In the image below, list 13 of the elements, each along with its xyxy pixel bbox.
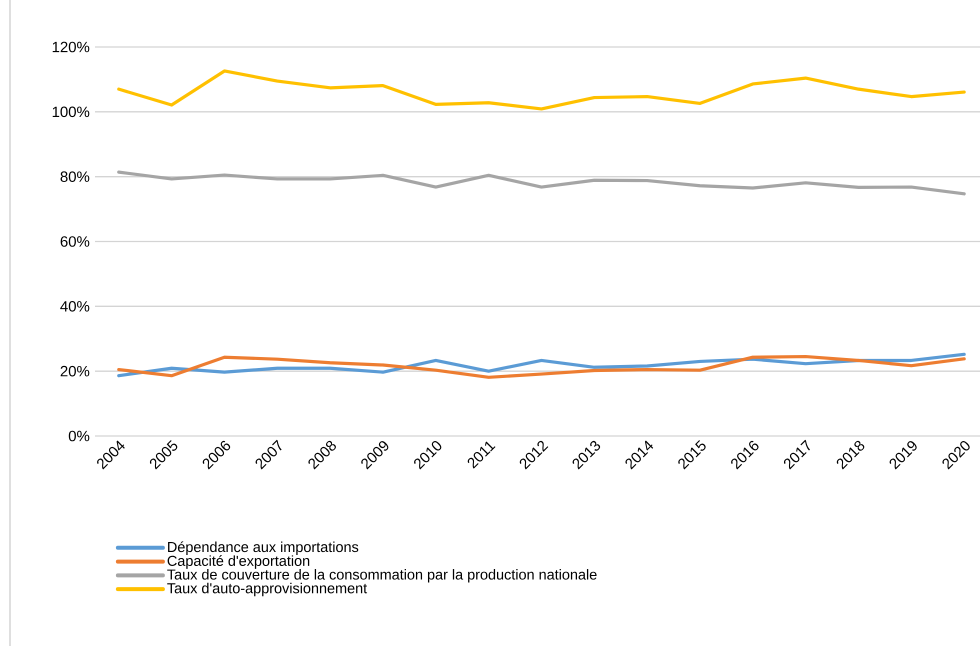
legend-label: Taux d'auto-approvisionnement	[167, 582, 368, 596]
legend-label: Taux de couverture de la consommation par la production nationale	[167, 569, 597, 583]
legend-label: Dépendance aux importations	[168, 541, 358, 555]
y-tick-label: 80%	[60, 171, 90, 182]
line-series	[117, 170, 966, 196]
y-tick-label: 120%	[52, 42, 90, 52]
legend-label: Capacité d'exportation	[168, 555, 310, 569]
y-tick-label: 40%	[60, 301, 90, 312]
line-series	[117, 69, 966, 111]
y-tick-label: 60%	[60, 236, 90, 247]
y-tick-label: 0%	[68, 430, 90, 442]
y-tick-label: 100%	[52, 106, 90, 118]
y-tick-label: 20%	[60, 366, 90, 376]
